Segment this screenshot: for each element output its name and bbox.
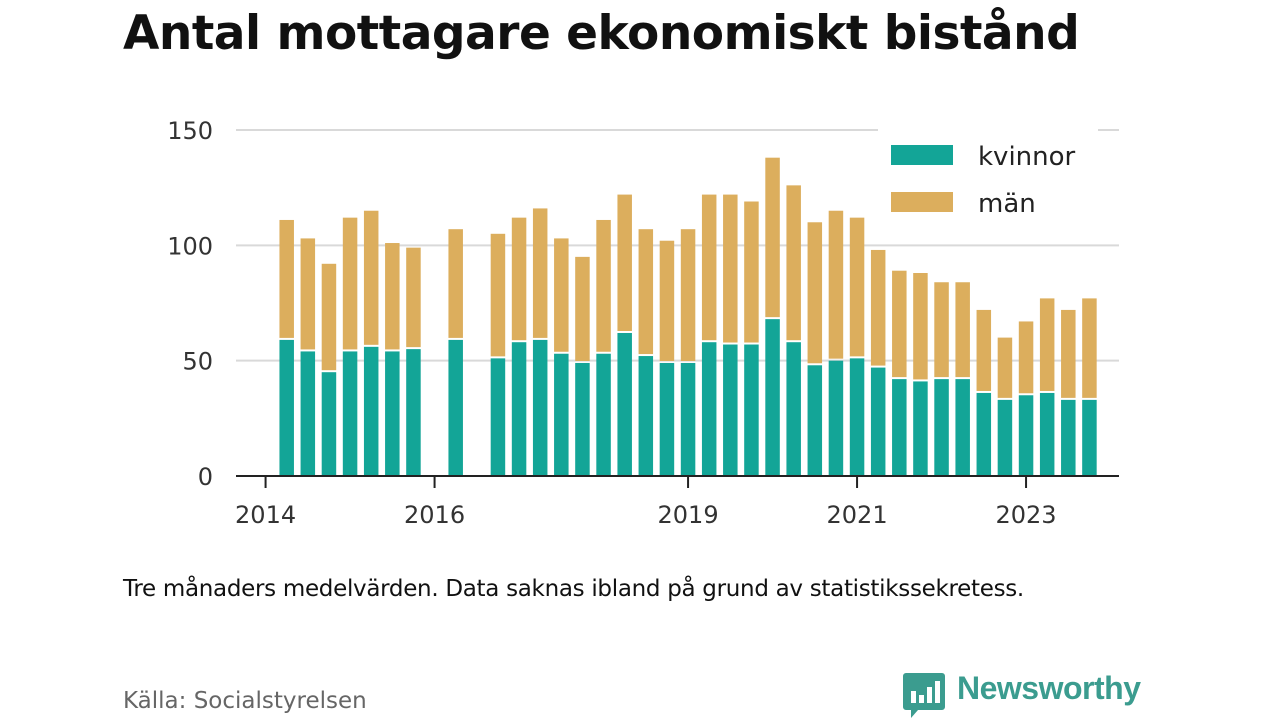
stacked-bar-chart: 0 50 100 150 2014 2016 2019 2021 2023 kvinnor mä… [167,117,1119,529]
bar-man [279,219,294,338]
bar-man [870,249,886,366]
bar-kvinnor [892,379,907,476]
bar-man [575,256,590,361]
bar-kvinnor [765,319,780,476]
bar-kvinnor [342,351,358,476]
bar-kvinnor [617,332,632,476]
x-tick-label: 2019 [658,501,719,529]
bar-kvinnor [511,342,527,476]
x-tick-label: 2014 [235,501,296,529]
bar-kvinnor [976,392,992,476]
bar-kvinnor [828,360,844,476]
legend-label-kvinnor: kvinnor [978,142,1076,172]
bar-kvinnor [955,379,970,476]
legend-label-man: män [978,189,1036,219]
bar-kvinnor [1039,392,1055,476]
bar-kvinnor [406,349,421,476]
bar-kvinnor [723,344,738,476]
bar-kvinnor [321,372,337,476]
y-tick-label: 150 [167,117,213,145]
bar-kvinnor [363,346,379,476]
bar-man [554,238,569,352]
bar-kvinnor [680,362,696,476]
legend: kvinnor män [878,128,1098,228]
bar-man [1039,298,1055,391]
brand-logo: Newsworthy [900,670,1160,720]
bar-man [406,247,421,348]
chart-title: Antal mottagare ekonomiskt bistånd [123,6,1080,61]
bar-kvinnor [1082,399,1097,476]
bar-kvinnor [638,356,654,476]
bar-kvinnor [786,342,801,476]
bar-man [1018,321,1034,394]
bar-man [955,282,970,378]
bar-man [765,157,780,318]
bar-kvinnor [870,367,886,476]
bar-man [701,194,717,341]
bar-man [934,282,949,378]
bar-kvinnor [490,358,506,476]
bar-kvinnor [385,351,400,476]
bar-kvinnor [659,362,675,476]
axes: 0 50 100 150 2014 2016 2019 2021 2023 [167,117,1119,529]
bar-man [342,217,358,350]
newsworthy-logo-icon [903,673,945,718]
bar-kvinnor [701,342,717,476]
bar-man [532,208,548,338]
source-credit: Källa: Socialstyrelsen [123,688,367,714]
bar-man [659,240,675,361]
x-tick-label: 2023 [996,501,1057,529]
bar-kvinnor [448,339,463,476]
brand-name: Newsworthy [957,670,1141,706]
bar-kvinnor [532,339,548,476]
x-tick-label: 2021 [827,501,888,529]
bar-man [617,194,632,331]
bar-kvinnor [744,344,759,476]
bar-kvinnor [279,339,294,476]
y-tick-label: 50 [182,348,213,376]
chart-note: Tre månaders medelvärden. Data saknas ib… [123,576,1024,602]
legend-swatch-kvinnor [891,145,953,165]
bar-man [490,233,506,357]
y-tick-label: 0 [198,463,213,491]
bar-man [744,201,759,343]
bar-man [849,217,865,357]
y-tick-label: 100 [167,232,213,260]
bar-man [723,194,738,343]
bar-man [786,185,801,341]
bar-man [892,270,907,378]
bar-man [300,238,316,350]
bar-kvinnor [934,379,949,476]
bar-man [385,243,400,350]
bar-kvinnor [913,381,928,476]
bar-man [363,210,379,345]
bar-man [828,210,844,359]
bar-man [1061,309,1076,398]
bar-man [976,309,992,391]
bar-man [448,229,463,338]
bar-man [321,263,337,371]
bar-kvinnor [997,399,1013,476]
x-tick-label: 2016 [404,501,465,529]
bar-kvinnor [575,362,590,476]
bar-man [511,217,527,341]
bar-man [913,273,928,380]
bar-kvinnor [849,358,865,476]
bar-kvinnor [807,365,823,476]
bar-kvinnor [1061,399,1076,476]
bar-kvinnor [300,351,316,476]
bar-man [680,229,696,361]
bar-kvinnor [1018,395,1034,476]
bar-kvinnor [554,353,569,476]
bar-man [997,337,1013,398]
bar-man [1082,298,1097,398]
bar-man [638,229,654,355]
bar-man [596,219,611,352]
legend-swatch-man [891,192,953,212]
bars [279,157,1097,476]
bar-man [807,222,823,364]
bar-kvinnor [596,353,611,476]
